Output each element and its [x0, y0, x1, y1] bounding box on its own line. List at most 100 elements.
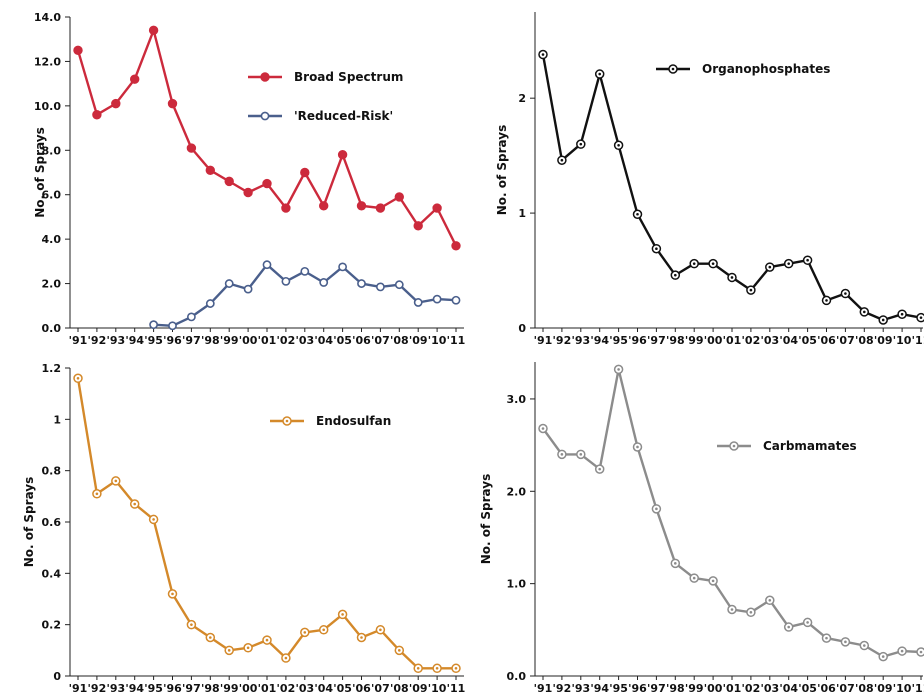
x-tick-label: '96	[628, 334, 647, 347]
series-1	[538, 364, 924, 662]
data-point	[167, 98, 178, 109]
x-tick-label: '05	[798, 682, 817, 695]
marker-dot	[900, 312, 904, 316]
marker-dot	[730, 276, 734, 279]
marker-dot	[732, 444, 736, 448]
data-point	[337, 150, 348, 160]
y-tick-label: 8.0	[42, 144, 62, 157]
y-axis-label: No. of Sprays	[22, 477, 36, 568]
data-point	[821, 295, 832, 306]
marker-dot	[227, 649, 231, 652]
data-point	[802, 617, 813, 628]
x-tick-label: '05	[333, 334, 352, 347]
data-point	[243, 643, 253, 653]
data-point	[205, 299, 215, 308]
data-point	[689, 258, 699, 269]
data-point	[148, 514, 159, 525]
y-tick-label: 0.4	[42, 567, 62, 580]
x-tick-label: '05	[333, 682, 352, 695]
data-point	[413, 221, 423, 231]
series-line	[76, 378, 456, 670]
marker-dot	[806, 258, 809, 262]
data-point	[262, 260, 272, 270]
data-point	[897, 646, 907, 656]
marker-dot	[265, 638, 269, 642]
data-point	[300, 627, 310, 638]
data-point	[205, 165, 216, 175]
x-tick-label: '08	[390, 334, 409, 347]
y-tick-label: 14.0	[34, 11, 61, 24]
data-point	[262, 635, 272, 645]
x-tick-label: '07	[836, 682, 855, 695]
data-point	[802, 255, 813, 265]
marker-dot	[246, 646, 250, 650]
x-tick-label: '97	[647, 334, 666, 347]
data-point	[300, 266, 310, 276]
x-tick-label: '11	[447, 334, 466, 347]
x-tick-label: '11	[912, 334, 924, 347]
data-point	[148, 25, 159, 36]
data-point	[394, 280, 404, 290]
marker-dot	[636, 212, 639, 216]
data-point	[670, 558, 681, 569]
legend-marker	[260, 72, 270, 82]
data-point	[557, 449, 567, 460]
data-point	[375, 203, 386, 213]
marker-dot	[579, 142, 583, 146]
x-tick-label: '95	[144, 334, 163, 347]
marker-dot	[284, 656, 288, 660]
marker-dot	[881, 318, 885, 322]
marker-dot	[95, 492, 99, 496]
marker-dot	[152, 518, 155, 521]
y-axis-label: No. of Sprays	[479, 474, 493, 565]
marker-dot	[416, 667, 420, 670]
x-tick-label: '11	[912, 682, 924, 695]
legend-entry: Organophosphates	[656, 62, 830, 76]
chart-panel-1: 0.02.04.06.08.010.012.014.0'91'92'93'94 '…	[33, 11, 465, 347]
data-point	[318, 625, 329, 635]
legend-label: Endosulfan	[316, 414, 391, 428]
data-point	[281, 653, 291, 663]
marker-dot	[674, 562, 677, 565]
x-tick-label: '09	[409, 334, 428, 347]
x-tick-label: '99	[220, 334, 239, 347]
data-point	[594, 69, 605, 79]
marker-dot	[454, 667, 458, 670]
data-point	[413, 663, 423, 674]
data-point	[394, 192, 404, 202]
x-tick-label: '96	[163, 334, 182, 347]
x-tick-label: '94	[125, 334, 144, 347]
y-tick-label: 2.0	[507, 485, 527, 498]
data-point	[357, 279, 366, 288]
x-tick-label: '08	[855, 682, 874, 695]
y-tick-label: 1.2	[42, 362, 62, 375]
x-tick-label: '96	[628, 682, 647, 695]
marker-dot	[285, 419, 289, 423]
marker-dot	[598, 467, 601, 471]
y-tick-label: 3.0	[507, 393, 527, 406]
series-1	[73, 25, 461, 251]
x-tick-label: '98	[666, 682, 685, 695]
data-point	[840, 288, 851, 299]
x-tick-label: '91	[69, 334, 88, 347]
data-point	[130, 74, 140, 84]
marker-dot	[919, 316, 923, 319]
data-point	[651, 504, 662, 514]
x-tick-label: '95	[144, 682, 163, 695]
data-point	[186, 143, 197, 153]
x-tick-label: '97	[182, 682, 201, 695]
x-tick-label: '11	[447, 682, 466, 695]
x-tick-label: '94	[125, 682, 144, 695]
marker-dot	[190, 623, 193, 626]
x-tick-label: '92	[553, 334, 572, 347]
data-point	[375, 282, 385, 292]
marker-dot	[730, 608, 734, 611]
marker-dot	[900, 649, 904, 653]
marker-dot	[133, 502, 136, 506]
x-tick-label: '06	[352, 682, 371, 695]
y-tick-label: 0.2	[42, 619, 62, 632]
x-tick-label: '04	[779, 682, 798, 695]
data-point	[451, 241, 461, 251]
data-point	[613, 364, 624, 375]
